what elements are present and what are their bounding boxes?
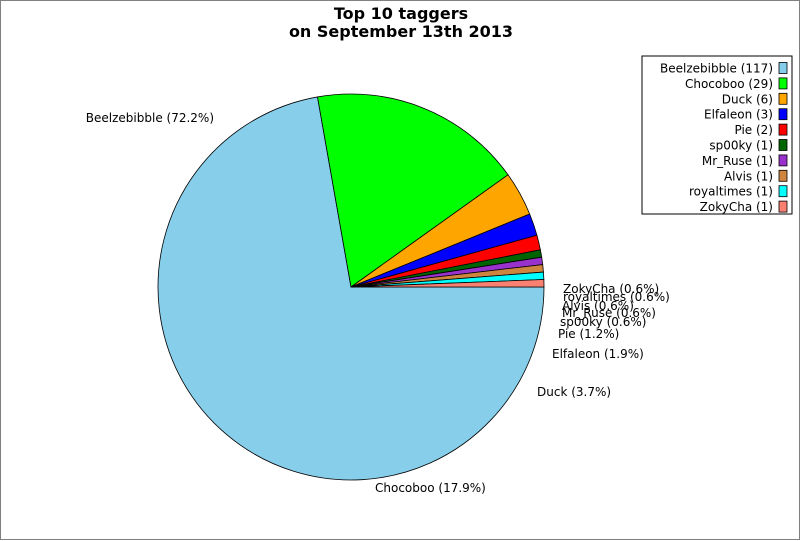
legend-entry-chocoboo: Chocoboo (29) [685,77,773,91]
legend-entry-alvis: Alvis (1) [724,169,773,183]
slice-label-sp00ky: sp00ky (0.6%) [560,315,646,329]
pie-slices [157,93,545,481]
slice-chocoboo [317,93,509,288]
slice-label-pie: Pie (1.2%) [558,327,619,341]
slice-label-duck: Duck (3.7%) [537,385,611,399]
legend-swatch-sp00ky [778,139,788,151]
legend-entry-royaltimes: royaltimes (1) [689,185,773,199]
legend-entry-elfaleon: Elfaleon (3) [704,108,773,122]
slice-label-alvis: Alvis (0.6%) [562,299,634,313]
legend-entry-pie: Pie (2) [734,123,773,137]
legend: Beelzebibble (117)Chocoboo (29)Duck (6) E… [641,55,793,215]
legend-swatch-chocoboo [778,77,788,90]
legend-entry-zokycha: ZokyCha (1) [700,200,773,214]
slice-zokycha [350,279,545,288]
legend-swatch-alvis [778,169,788,182]
legend-swatch-beelzebibble [778,62,788,74]
legend-entry-duck: Duck (6) [722,92,773,106]
chart-title-line-1: Top 10 taggers [334,4,468,23]
legend-swatch-duck [778,92,788,105]
legend-entry-mr-ruse: Mr_Ruse (1) [702,154,773,168]
legend-swatch-zokycha [778,200,788,213]
legend-swatch-elfaleon [778,108,788,121]
slice-label-chocoboo: Chocoboo (17.9%) [375,481,486,495]
slice-labels: Beelzebibble (72.2%) Chocoboo (17.9%) Duck… [86,111,670,495]
legend-swatch-royaltimes [778,185,788,198]
slice-label-beelzebibble: Beelzebibble (72.2%) [86,111,214,125]
slice-label-elfaleon: Elfaleon (1.9%) [552,347,644,361]
chart-title-line-2: on September 13th 2013 [289,22,513,41]
legend-swatch-pie [778,123,788,136]
slice-label-royaltimes: royaltimes (0.6%) [563,290,670,304]
legend-swatch-mr-ruse [778,154,788,167]
slice-label-mr-ruse: Mr_Ruse (0.6%) [562,306,656,320]
legend-entry-beelzebibble: Beelzebibble (117) [660,62,773,76]
slice-beelzebibble [157,96,545,481]
legend-box [641,55,793,215]
legend-entry-sp00ky: sp00ky (1) [709,139,773,153]
slice-label-zokycha: ZokyCha (0.6%) [563,282,659,296]
